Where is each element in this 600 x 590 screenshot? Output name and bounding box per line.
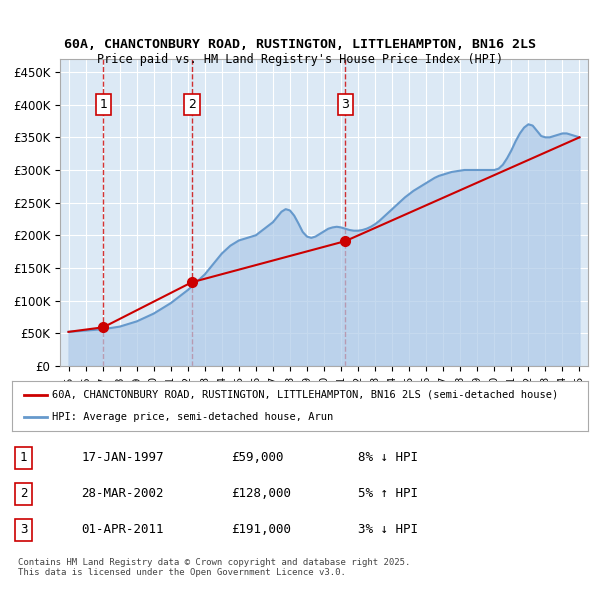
Text: 1: 1: [100, 98, 107, 111]
Text: Contains HM Land Registry data © Crown copyright and database right 2025.
This d: Contains HM Land Registry data © Crown c…: [18, 558, 410, 577]
Text: £128,000: £128,000: [231, 487, 291, 500]
Text: 28-MAR-2002: 28-MAR-2002: [81, 487, 164, 500]
Text: 3: 3: [341, 98, 349, 111]
Text: 17-JAN-1997: 17-JAN-1997: [81, 451, 164, 464]
Text: 60A, CHANCTONBURY ROAD, RUSTINGTON, LITTLEHAMPTON, BN16 2LS: 60A, CHANCTONBURY ROAD, RUSTINGTON, LITT…: [64, 38, 536, 51]
Text: Price paid vs. HM Land Registry's House Price Index (HPI): Price paid vs. HM Land Registry's House …: [97, 53, 503, 66]
Text: 01-APR-2011: 01-APR-2011: [81, 523, 164, 536]
Text: £59,000: £59,000: [231, 451, 283, 464]
Text: 1: 1: [20, 451, 27, 464]
Text: 5% ↑ HPI: 5% ↑ HPI: [358, 487, 418, 500]
Text: 2: 2: [188, 98, 196, 111]
Text: £191,000: £191,000: [231, 523, 291, 536]
Text: HPI: Average price, semi-detached house, Arun: HPI: Average price, semi-detached house,…: [52, 412, 334, 422]
Text: 2: 2: [20, 487, 27, 500]
Text: 3% ↓ HPI: 3% ↓ HPI: [358, 523, 418, 536]
Text: 3: 3: [20, 523, 27, 536]
Text: 8% ↓ HPI: 8% ↓ HPI: [358, 451, 418, 464]
Text: 60A, CHANCTONBURY ROAD, RUSTINGTON, LITTLEHAMPTON, BN16 2LS (semi-detached house: 60A, CHANCTONBURY ROAD, RUSTINGTON, LITT…: [52, 389, 559, 399]
